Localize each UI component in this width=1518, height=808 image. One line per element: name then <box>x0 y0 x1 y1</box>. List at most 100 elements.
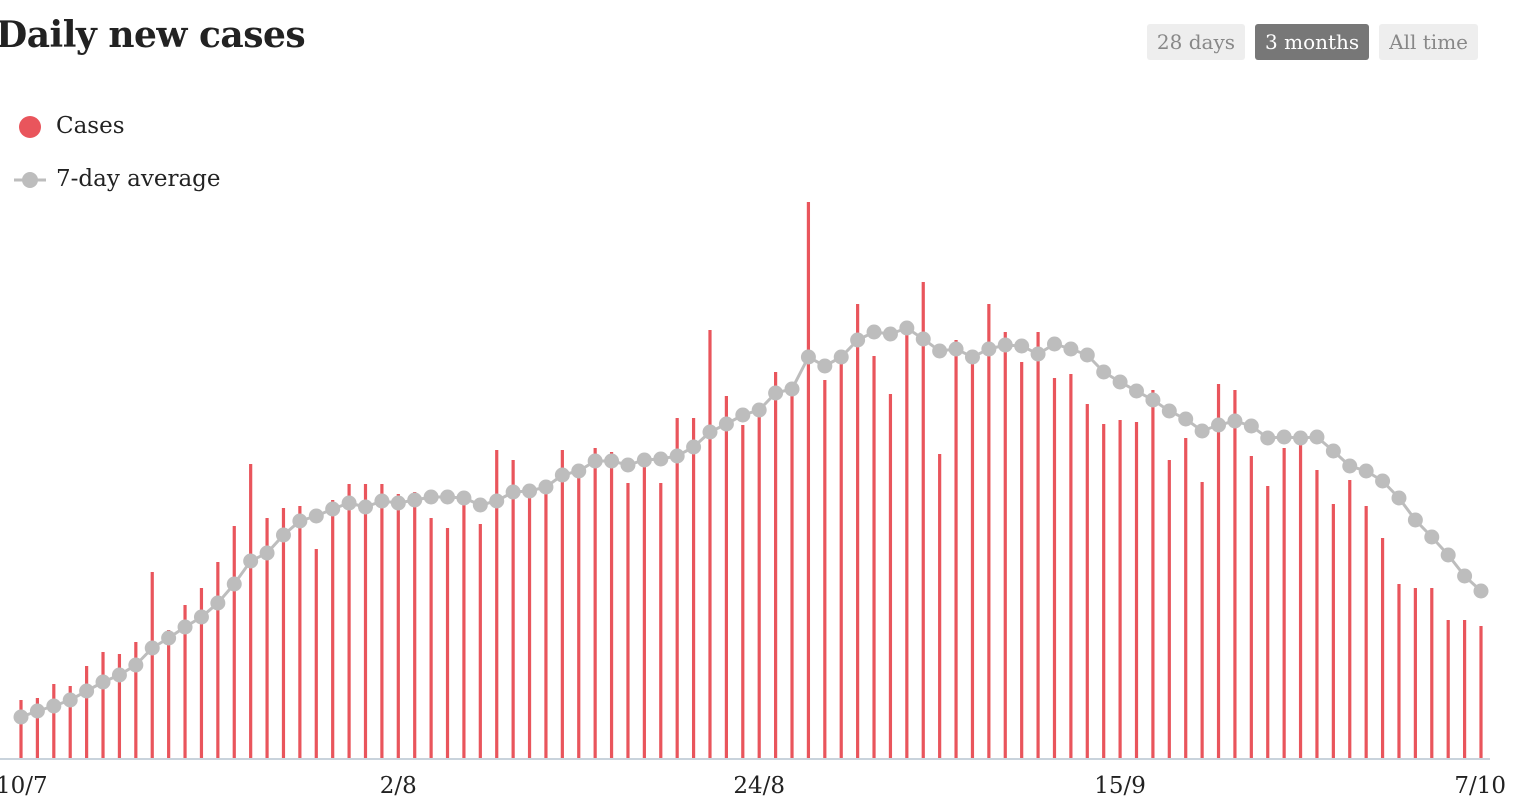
bar <box>1413 588 1417 758</box>
average-point <box>325 501 341 517</box>
average-point <box>718 416 734 432</box>
average-point <box>423 489 439 505</box>
average-point <box>571 463 587 479</box>
average-point <box>702 424 718 440</box>
bar <box>1348 480 1352 758</box>
bar <box>19 700 23 758</box>
bar <box>1085 404 1089 758</box>
average-point <box>1046 336 1062 352</box>
average-point <box>964 349 980 365</box>
x-tick-label: 2/8 <box>380 773 417 799</box>
bar <box>232 526 236 758</box>
bar <box>1249 456 1253 758</box>
bar <box>806 202 811 758</box>
x-tick-label: 10/7 <box>0 773 48 799</box>
average-point <box>472 497 488 513</box>
average-point <box>768 385 784 401</box>
bar <box>331 500 335 758</box>
bar <box>35 698 40 758</box>
average-point <box>1309 429 1325 445</box>
average-point <box>554 467 570 483</box>
bar <box>183 605 187 758</box>
average-point <box>1161 403 1177 419</box>
average-point <box>735 407 751 423</box>
bar <box>954 340 958 758</box>
bar <box>495 450 499 758</box>
average-point <box>62 692 78 708</box>
bar <box>1282 448 1286 758</box>
bar <box>298 506 302 758</box>
average-point <box>79 683 95 699</box>
bar <box>249 464 253 758</box>
average-point <box>1178 411 1194 427</box>
bar <box>1266 486 1270 758</box>
bar <box>511 460 515 758</box>
average-point <box>13 709 29 725</box>
range-button[interactable]: 28 days <box>1146 24 1246 60</box>
bar <box>1167 460 1171 758</box>
average-point <box>243 553 259 569</box>
bar <box>577 468 581 758</box>
average-point <box>620 457 636 473</box>
average-point <box>440 489 456 505</box>
average-point <box>1457 568 1473 584</box>
average-point <box>357 499 373 515</box>
bar <box>1380 538 1385 758</box>
average-point <box>111 667 127 683</box>
bar <box>1020 362 1024 758</box>
average-point <box>1375 473 1391 489</box>
range-button[interactable]: All time <box>1379 24 1478 60</box>
bar <box>1134 422 1139 758</box>
average-point <box>899 320 915 336</box>
average-line <box>20 326 1483 719</box>
bar <box>1036 332 1040 758</box>
bar <box>1446 620 1450 758</box>
bar <box>478 524 482 758</box>
bar <box>1151 390 1155 758</box>
bar <box>1462 620 1467 758</box>
average-point <box>29 703 45 719</box>
bar <box>429 518 433 758</box>
bar <box>1216 384 1221 758</box>
average-point <box>210 595 226 611</box>
bar <box>790 384 794 758</box>
bar <box>347 484 351 758</box>
average-point <box>144 640 160 656</box>
bar <box>856 304 860 758</box>
average-point <box>522 483 538 499</box>
average-point <box>1342 458 1358 474</box>
average-point <box>95 674 111 690</box>
bar <box>445 528 450 758</box>
bar <box>1364 506 1368 758</box>
average-point <box>193 609 209 625</box>
average-point <box>275 527 291 543</box>
bar <box>1331 504 1335 758</box>
bar <box>1479 626 1483 758</box>
average-point <box>161 630 177 646</box>
average-point <box>636 452 652 468</box>
bar <box>987 304 991 758</box>
bar <box>659 483 663 758</box>
range-buttons: 28 days 3 months All time <box>1146 24 1478 60</box>
bar <box>1184 438 1188 758</box>
average-point <box>1473 583 1489 599</box>
average-point <box>981 341 997 357</box>
average-point <box>800 349 816 365</box>
average-point <box>866 324 882 340</box>
average-point <box>308 508 324 524</box>
average-point <box>1424 529 1440 545</box>
average-point <box>1276 429 1292 445</box>
average-point <box>390 495 406 511</box>
bar <box>544 490 548 758</box>
average-point <box>997 337 1013 353</box>
range-button[interactable]: 3 months <box>1255 24 1370 60</box>
average-point <box>833 349 849 365</box>
average-point <box>1227 413 1243 429</box>
bar <box>167 630 171 758</box>
bar <box>199 588 204 758</box>
bar <box>642 464 646 758</box>
average-point <box>850 332 866 348</box>
bar <box>921 282 925 758</box>
bar <box>101 652 105 758</box>
